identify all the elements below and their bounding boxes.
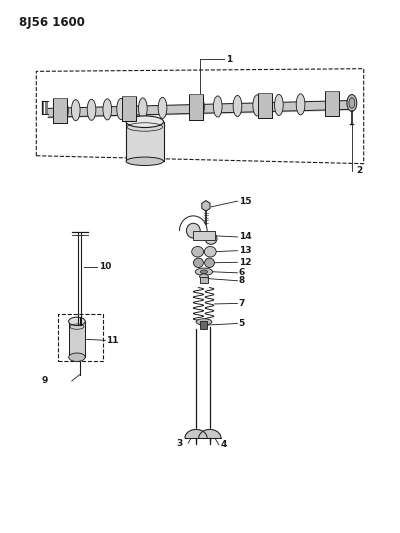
Text: 13: 13 bbox=[239, 246, 251, 255]
Ellipse shape bbox=[126, 116, 164, 127]
Text: 14: 14 bbox=[239, 232, 251, 241]
Ellipse shape bbox=[205, 233, 217, 244]
Text: 8J56 1600: 8J56 1600 bbox=[18, 16, 84, 29]
Ellipse shape bbox=[60, 100, 68, 121]
Text: 10: 10 bbox=[99, 262, 111, 271]
Bar bbox=[69, 321, 85, 357]
Ellipse shape bbox=[196, 319, 212, 325]
Ellipse shape bbox=[138, 98, 147, 119]
Polygon shape bbox=[185, 430, 207, 438]
Ellipse shape bbox=[214, 96, 222, 117]
Text: 11: 11 bbox=[106, 336, 119, 345]
Ellipse shape bbox=[69, 317, 85, 326]
Text: 7: 7 bbox=[239, 299, 245, 308]
Ellipse shape bbox=[200, 270, 208, 273]
Polygon shape bbox=[199, 430, 221, 438]
Text: 5: 5 bbox=[239, 319, 245, 328]
Ellipse shape bbox=[192, 246, 204, 257]
Bar bbox=[126, 122, 164, 161]
Text: 8: 8 bbox=[239, 276, 245, 285]
Polygon shape bbox=[202, 200, 210, 211]
Ellipse shape bbox=[196, 96, 204, 117]
Bar bbox=[200, 277, 208, 283]
Ellipse shape bbox=[126, 157, 164, 165]
Ellipse shape bbox=[349, 98, 355, 108]
Ellipse shape bbox=[204, 246, 216, 257]
Text: 1: 1 bbox=[226, 55, 232, 64]
Text: 12: 12 bbox=[239, 258, 251, 267]
Ellipse shape bbox=[233, 95, 242, 117]
Ellipse shape bbox=[158, 98, 167, 118]
Ellipse shape bbox=[200, 274, 208, 279]
Text: 15: 15 bbox=[239, 197, 251, 206]
Ellipse shape bbox=[87, 99, 96, 120]
Bar bbox=[58, 314, 103, 361]
Bar bbox=[258, 93, 272, 118]
Bar bbox=[193, 231, 215, 240]
Text: 2: 2 bbox=[356, 166, 362, 175]
Bar bbox=[325, 91, 339, 116]
Bar bbox=[189, 94, 203, 120]
Text: 6: 6 bbox=[239, 268, 245, 277]
Ellipse shape bbox=[117, 99, 126, 119]
Ellipse shape bbox=[296, 94, 305, 115]
Ellipse shape bbox=[274, 94, 283, 116]
Text: 9: 9 bbox=[42, 376, 48, 385]
Ellipse shape bbox=[347, 94, 357, 111]
Bar bbox=[122, 96, 136, 122]
Ellipse shape bbox=[195, 268, 213, 276]
Ellipse shape bbox=[204, 258, 214, 268]
Bar bbox=[53, 98, 67, 123]
Text: 3: 3 bbox=[176, 439, 182, 448]
Ellipse shape bbox=[186, 223, 200, 238]
Ellipse shape bbox=[103, 99, 112, 120]
Ellipse shape bbox=[194, 258, 203, 268]
Ellipse shape bbox=[72, 100, 80, 121]
Bar bbox=[200, 321, 208, 329]
Ellipse shape bbox=[253, 95, 262, 116]
Text: 4: 4 bbox=[220, 440, 227, 449]
Ellipse shape bbox=[69, 353, 85, 361]
